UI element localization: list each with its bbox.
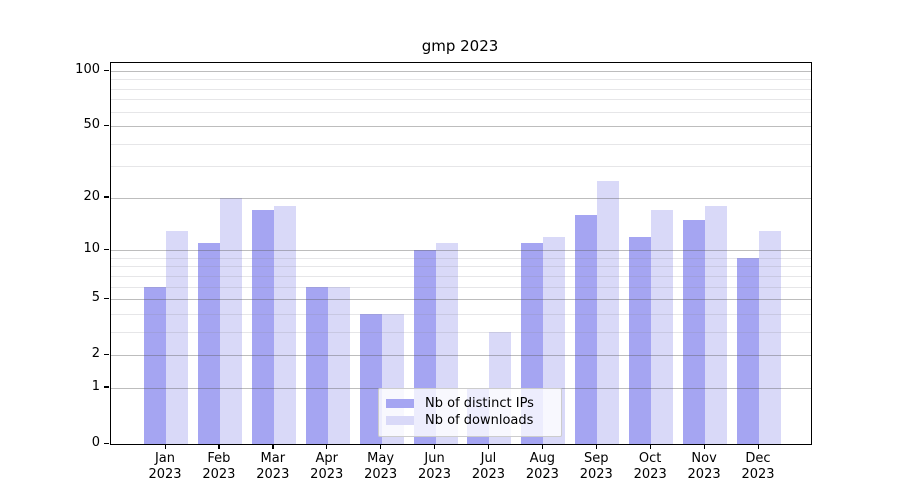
minor-gridline [111, 166, 811, 168]
x-tick-mark [649, 444, 651, 449]
x-tick-year-label: 2023 [579, 467, 613, 482]
x-tick-mark [595, 444, 597, 449]
y-tick-label: 20 [83, 188, 100, 204]
x-tick-year-label: 2023 [417, 467, 452, 482]
x-tick-mark [757, 444, 759, 449]
x-tick-mark [380, 444, 382, 449]
chart-title: gmp 2023 [421, 37, 499, 55]
distinct-ips-swatch-icon [386, 399, 414, 408]
legend-label-downloads: Nb of downloads [425, 413, 534, 428]
x-tick-year-label: 2023 [256, 467, 290, 482]
x-tick-mark [218, 444, 220, 449]
bar-jan-distinct-ips [144, 286, 166, 444]
bar-oct-distinct-ips [629, 236, 652, 444]
x-tick-label-dec: Dec 2023 [726, 451, 790, 483]
x-tick-year-label: 2023 [364, 467, 398, 482]
x-tick-year-label: 2023 [471, 467, 505, 482]
legend-entry-downloads: Nb of downloads [379, 412, 561, 429]
bar-feb-distinct-ips [197, 243, 220, 444]
major-gridline [111, 250, 811, 252]
x-tick-year-label: 2023 [687, 467, 721, 482]
legend-label-distinct-ips: Nb of distinct IPs [425, 396, 534, 411]
x-tick-mark [703, 444, 705, 449]
minor-gridline [111, 257, 811, 259]
y-tick-mark [104, 196, 109, 198]
x-tick-mark [272, 444, 274, 449]
x-tick-label-jun: Jun 2023 [403, 451, 467, 483]
downloads-swatch-icon [386, 416, 414, 425]
x-tick-mark [487, 444, 490, 449]
bar-dec-distinct-ips [737, 257, 759, 444]
y-tick-label: 100 [75, 62, 100, 77]
legend: Nb of distinct IPs Nb of downloads [378, 388, 562, 437]
bar-mar-downloads [273, 206, 296, 444]
minor-gridline [111, 331, 811, 333]
x-tick-label-mar: Mar 2023 [241, 451, 305, 483]
x-tick-label-jan: Jan 2023 [133, 451, 197, 483]
bar-oct-downloads [651, 210, 674, 444]
plot-area [110, 62, 812, 445]
x-tick-mark [541, 444, 544, 449]
bar-nov-downloads [705, 206, 728, 444]
bar-apr-downloads [327, 286, 350, 444]
y-tick-label: 1 [91, 378, 100, 394]
major-gridline [111, 197, 811, 199]
minor-gridline [111, 143, 811, 145]
legend-entry-distinct-ips: Nb of distinct IPs [379, 395, 561, 412]
minor-gridline [111, 266, 811, 268]
y-tick-mark [104, 124, 109, 126]
y-tick-label: 2 [91, 346, 100, 362]
bar-nov-distinct-ips [683, 219, 706, 444]
x-tick-label-oct: Oct 2023 [618, 451, 682, 483]
bar-jan-downloads [166, 230, 188, 444]
y-tick-mark [104, 69, 109, 71]
y-tick-mark [104, 442, 109, 444]
bar-sep-downloads [597, 180, 620, 444]
minor-gridline [111, 275, 811, 277]
minor-gridline [111, 313, 811, 315]
y-tick-label: 10 [83, 241, 100, 257]
bar-feb-downloads [219, 197, 242, 444]
y-tick-mark [104, 353, 109, 355]
y-tick-label: 50 [83, 117, 100, 133]
x-tick-year-label: 2023 [633, 467, 667, 482]
x-tick-label-jul: Jul 2023 [456, 451, 520, 483]
y-tick-mark [104, 386, 109, 388]
bar-mar-distinct-ips [251, 210, 274, 444]
x-tick-mark [164, 444, 166, 449]
minor-gridline [111, 111, 811, 113]
y-tick-label: 0 [91, 435, 100, 450]
x-tick-label-aug: Aug 2023 [510, 451, 574, 483]
x-tick-label-sep: Sep 2023 [564, 451, 628, 483]
minor-gridline [111, 99, 811, 101]
x-tick-year-label: 2023 [148, 467, 182, 482]
bar-may-distinct-ips [359, 313, 382, 444]
x-tick-year-label: 2023 [525, 467, 559, 482]
x-tick-label-may: May 2023 [349, 451, 413, 483]
major-gridline [111, 299, 811, 301]
bar-apr-distinct-ips [305, 286, 328, 444]
x-tick-year-label: 2023 [741, 467, 775, 482]
x-tick-year-label: 2023 [202, 467, 236, 482]
major-gridline [111, 355, 811, 357]
x-tick-mark [326, 444, 328, 449]
minor-gridline [111, 286, 811, 288]
y-tick-mark [104, 297, 109, 299]
major-gridline [111, 71, 811, 72]
y-tick-mark [104, 248, 109, 250]
minor-gridline [111, 88, 811, 90]
x-tick-mark [434, 444, 436, 449]
x-tick-year-label: 2023 [310, 467, 344, 482]
minor-gridline [111, 79, 811, 81]
x-tick-label-nov: Nov 2023 [672, 451, 736, 483]
y-tick-label: 5 [91, 290, 100, 306]
bar-dec-downloads [759, 230, 781, 444]
x-tick-label-feb: Feb 2023 [187, 451, 251, 483]
bar-sep-distinct-ips [575, 215, 598, 444]
x-tick-label-apr: Apr 2023 [295, 451, 359, 483]
major-gridline [111, 126, 811, 128]
